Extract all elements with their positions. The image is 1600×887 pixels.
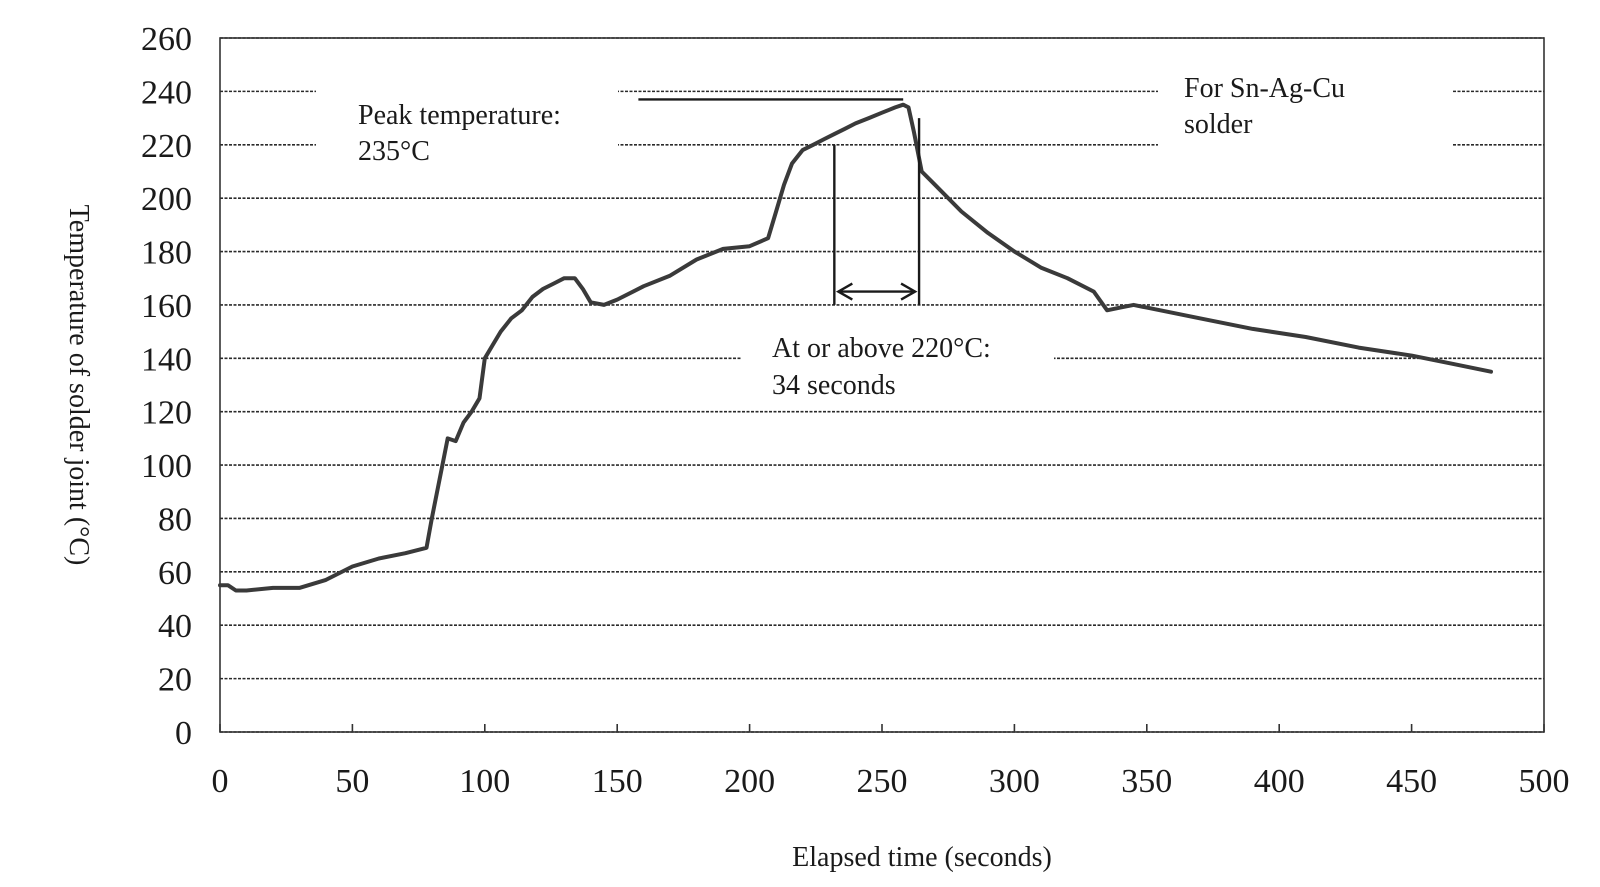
y-axis-title: Temperature of solder joint (°C) [63,205,94,566]
interval-arrow-right-head [900,282,918,301]
y-tick-label-180: 180 [141,235,192,272]
solder-annotation-line2: solder [1184,109,1253,140]
y-tick-label-80: 80 [158,501,192,538]
x-tick-label-350: 350 [1121,763,1172,800]
interval-arrow-left-head [835,282,853,301]
x-tick-label-100: 100 [459,763,510,800]
x-tick-label-50: 50 [335,763,369,800]
peak-annotation-line2: 235°C [358,136,430,167]
y-tick-label-160: 160 [141,288,192,325]
y-tick-label-200: 200 [141,181,192,218]
peak-annotation-line1: Peak temperature: [358,100,561,131]
y-tick-label-60: 60 [158,555,192,592]
solder-annotation-line1: For Sn-Ag-Cu [1184,73,1345,104]
y-tick-label-20: 20 [158,662,192,699]
y-tick-label-40: 40 [158,608,192,645]
x-tick-label-250: 250 [857,763,908,800]
x-axis-title: Elapsed time (seconds) [792,842,1052,873]
series-layer [218,102,1493,593]
x-axis: 0 50 100 150 200 250 300 350 400 450 500 [212,724,1570,800]
y-tick-label-240: 240 [141,74,192,111]
y-tick-label-260: 260 [141,21,192,58]
x-tick-label-200: 200 [724,763,775,800]
y-axis: 0 20 40 60 80 100 120 140 160 180 200 220 240 260 [141,21,192,752]
x-tick-label-450: 450 [1386,763,1437,800]
annotation-markers [638,98,921,305]
x-tick-label-300: 300 [989,763,1040,800]
y-tick-label-140: 140 [141,341,192,378]
solder-label-bg [1158,66,1452,152]
y-tick-label-100: 100 [141,448,192,485]
x-tick-label-400: 400 [1254,763,1305,800]
x-tick-label-500: 500 [1519,763,1570,800]
y-tick-label-0: 0 [175,715,192,752]
interval-annotation-line2: 34 seconds [772,370,896,401]
interval-label-bg [742,320,1054,408]
peak-label-bg [316,80,618,170]
x-tick-label-0: 0 [212,763,229,800]
series-line-0 [218,102,1493,593]
y-tick-label-220: 220 [141,128,192,165]
x-tick-label-150: 150 [592,763,643,800]
interval-annotation-line1: At or above 220°C: [772,333,991,364]
y-tick-label-120: 120 [141,395,192,432]
